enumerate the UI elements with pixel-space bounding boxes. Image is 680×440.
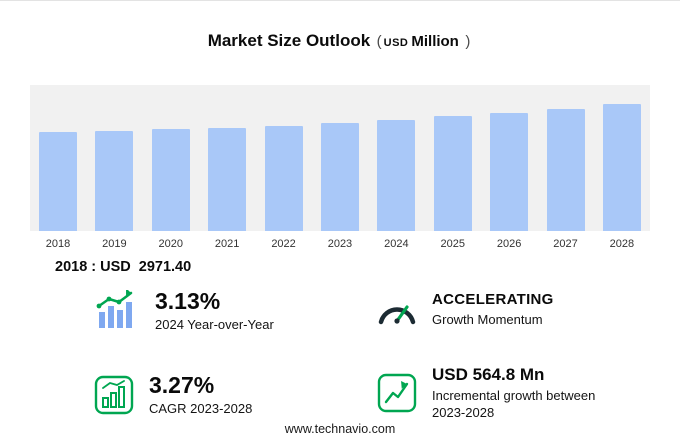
bar-2028	[602, 104, 641, 231]
bar-column-2020: 2020	[149, 100, 193, 250]
stat-incremental: USD 564.8 Mn Incremental growth between …	[376, 365, 597, 421]
cagr-label: CAGR 2023-2028	[149, 401, 253, 417]
unit-label: Million	[411, 33, 459, 50]
stat-cagr: 3.27% CAGR 2023-2028	[93, 372, 253, 418]
x-axis-label-2025: 2025	[440, 238, 465, 250]
bar-column-2025: 2025	[431, 100, 475, 250]
yoy-value: 3.13%	[155, 288, 221, 314]
base-year-amount: 2971.40	[138, 259, 192, 275]
technavio-link[interactable]: www.technavio.com	[284, 422, 396, 436]
bar-2021	[208, 128, 247, 231]
bar-2025	[433, 116, 472, 231]
line-chart-icon	[376, 372, 418, 414]
x-axis-label-2020: 2020	[158, 238, 184, 250]
stat-momentum: ACCELERATING Growth Momentum	[376, 291, 554, 328]
bar-2018	[39, 132, 77, 231]
gauge-icon	[376, 294, 418, 326]
x-axis-label-2026: 2026	[496, 238, 522, 250]
bar-column-2028: 2028	[600, 100, 644, 250]
page-title: Market Size Outlook	[207, 31, 371, 50]
bar-2022	[264, 126, 303, 231]
paren-open: (	[376, 33, 382, 50]
x-axis-label-2019: 2019	[102, 238, 127, 250]
bar-2023	[320, 123, 359, 231]
bar-growth-icon	[93, 290, 141, 332]
bar-2027	[546, 109, 585, 231]
bar-2026	[490, 113, 529, 231]
paren-close: )	[465, 33, 471, 50]
cagr-value: 3.27%	[149, 372, 215, 398]
incremental-label: Incremental growth between 2023-2028	[432, 388, 596, 420]
x-axis-label-2024: 2024	[384, 238, 409, 250]
green-bars-icon	[93, 374, 135, 416]
stat-yoy: 3.13% 2024 Year-over-Year	[93, 288, 274, 334]
incremental-value: USD 564.8 Mn	[432, 365, 545, 384]
bar-column-2023: 2023	[318, 100, 362, 250]
currency-label: USD	[383, 37, 409, 49]
bar-chart: 2018 2019 2020 2021 2022 2023 2024 2025 2026 2027…	[36, 100, 644, 250]
momentum-value: ACCELERATING	[432, 291, 554, 308]
yoy-label: 2024 Year-over-Year	[155, 317, 274, 333]
base-year-label: 2018 : USD	[55, 259, 131, 275]
bar-column-2026: 2026	[487, 100, 531, 250]
bar-2020	[151, 129, 190, 231]
x-axis-label-2018: 2018	[45, 238, 71, 250]
bar-2019	[95, 131, 134, 231]
x-axis-label-2023: 2023	[327, 238, 353, 250]
x-axis-label-2021: 2021	[214, 238, 240, 250]
x-axis-label-2028: 2028	[609, 238, 635, 250]
bar-column-2021: 2021	[205, 100, 249, 250]
bar-column-2019: 2019	[92, 100, 136, 250]
bar-column-2027: 2027	[544, 100, 588, 250]
bar-column-2024: 2024	[374, 100, 418, 250]
x-axis-label-2027: 2027	[553, 238, 578, 250]
base-year-value: 2018 : USD 2971.40	[55, 259, 191, 275]
chart-header: Market Size Outlook (USD Million )	[0, 31, 680, 51]
momentum-label: Growth Momentum	[432, 312, 543, 327]
bar-column-2022: 2022	[262, 100, 306, 250]
bar-column-2018: 2018	[36, 100, 80, 250]
x-axis-label-2022: 2022	[271, 238, 296, 250]
bar-2024	[377, 120, 416, 231]
footer: www.technavio.com	[0, 422, 680, 436]
